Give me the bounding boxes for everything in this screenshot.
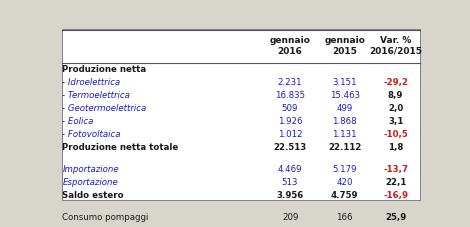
Text: 1.868: 1.868 — [332, 117, 357, 126]
Text: 2,0: 2,0 — [388, 104, 403, 113]
Text: - Geotermoelettrica: - Geotermoelettrica — [63, 104, 147, 113]
Text: - Idroelettrica: - Idroelettrica — [63, 78, 120, 87]
Text: 499: 499 — [337, 104, 353, 113]
Text: Saldo estero: Saldo estero — [63, 191, 124, 200]
Text: -10,5: -10,5 — [384, 130, 408, 139]
Text: 3.956: 3.956 — [276, 191, 304, 200]
Text: 1,8: 1,8 — [388, 143, 403, 153]
Text: 513: 513 — [282, 178, 298, 187]
Text: 1.131: 1.131 — [332, 130, 357, 139]
Text: 16.835: 16.835 — [275, 91, 305, 100]
Text: 1.926: 1.926 — [278, 117, 302, 126]
Text: 209: 209 — [282, 213, 298, 222]
Text: Consumo pompaggi: Consumo pompaggi — [63, 213, 149, 222]
Text: 22.513: 22.513 — [274, 143, 306, 153]
Text: 22.112: 22.112 — [328, 143, 361, 153]
Text: 4.469: 4.469 — [278, 165, 302, 174]
Text: 15.463: 15.463 — [329, 91, 360, 100]
Text: Esportazione: Esportazione — [63, 178, 118, 187]
Text: 8,9: 8,9 — [388, 91, 403, 100]
Text: 509: 509 — [282, 104, 298, 113]
Text: 2.231: 2.231 — [278, 78, 302, 87]
Text: 1.012: 1.012 — [278, 130, 302, 139]
Text: gennaio
2015: gennaio 2015 — [324, 36, 365, 56]
Text: 3.151: 3.151 — [332, 78, 357, 87]
Text: 4.759: 4.759 — [331, 191, 359, 200]
Text: 420: 420 — [337, 178, 353, 187]
Text: - Fotovoltaica: - Fotovoltaica — [63, 130, 121, 139]
Text: 166: 166 — [337, 213, 353, 222]
Text: - Termoelettrica: - Termoelettrica — [63, 91, 130, 100]
Text: Produzione netta totale: Produzione netta totale — [63, 143, 179, 153]
Text: - Eolica: - Eolica — [63, 117, 94, 126]
Text: -29,2: -29,2 — [383, 78, 408, 87]
Text: 3,1: 3,1 — [388, 117, 403, 126]
Text: Var. %
2016/2015: Var. % 2016/2015 — [369, 36, 422, 56]
Text: 5.179: 5.179 — [332, 165, 357, 174]
Text: 25,9: 25,9 — [385, 213, 406, 222]
Text: 22,1: 22,1 — [385, 178, 407, 187]
Text: Importazione: Importazione — [63, 165, 119, 174]
Text: gennaio
2016: gennaio 2016 — [270, 36, 311, 56]
Text: -13,7: -13,7 — [383, 165, 408, 174]
Text: Produzione netta: Produzione netta — [63, 65, 147, 74]
Text: -16,9: -16,9 — [383, 191, 408, 200]
